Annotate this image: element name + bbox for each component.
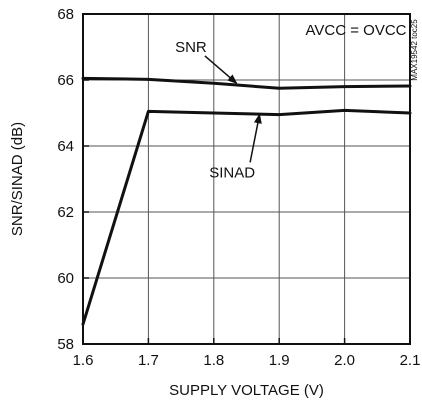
series-label-arrow-sinad: [249, 113, 262, 163]
y-tick-label: 60: [57, 270, 74, 287]
axes: 1.6 1.7 1.8 1.9 2.0 2.1 58 60 62 64 66 68 SUPPLY VOL…: [9, 6, 420, 399]
y-tick-label: 68: [57, 6, 74, 23]
y-tick-label: 66: [57, 72, 74, 89]
y-tick-label: 58: [57, 336, 74, 353]
y-tick-label: 64: [57, 138, 74, 155]
labels: SNR SINAD AVCC = OVCC MAX19542 toc25: [175, 19, 419, 182]
condition-label: AVCC = OVCC: [306, 22, 407, 39]
series: [81, 76, 412, 326]
y-tick-label: 62: [57, 204, 74, 221]
y-axis-title: SNR/SINAD (dB): [9, 122, 26, 236]
series-line-snr: [81, 76, 412, 90]
x-tick-label: 1.6: [73, 352, 94, 369]
series-label-snr: SNR: [175, 39, 207, 56]
plot-frame: [82, 13, 411, 345]
series-label-sinad: SINAD: [209, 164, 255, 181]
x-axis-title: SUPPLY VOLTAGE (V): [169, 382, 324, 399]
x-tick-label: 1.9: [269, 352, 290, 369]
series-line-sinad: [81, 108, 412, 326]
figure-id: MAX19542 toc25: [410, 19, 419, 81]
series-label-arrow-snr: [204, 55, 238, 84]
x-tick-label: 2.0: [334, 352, 355, 369]
x-tick-label: 1.7: [138, 352, 159, 369]
x-tick-label: 1.8: [203, 352, 224, 369]
x-tick-label: 2.1: [400, 352, 421, 369]
